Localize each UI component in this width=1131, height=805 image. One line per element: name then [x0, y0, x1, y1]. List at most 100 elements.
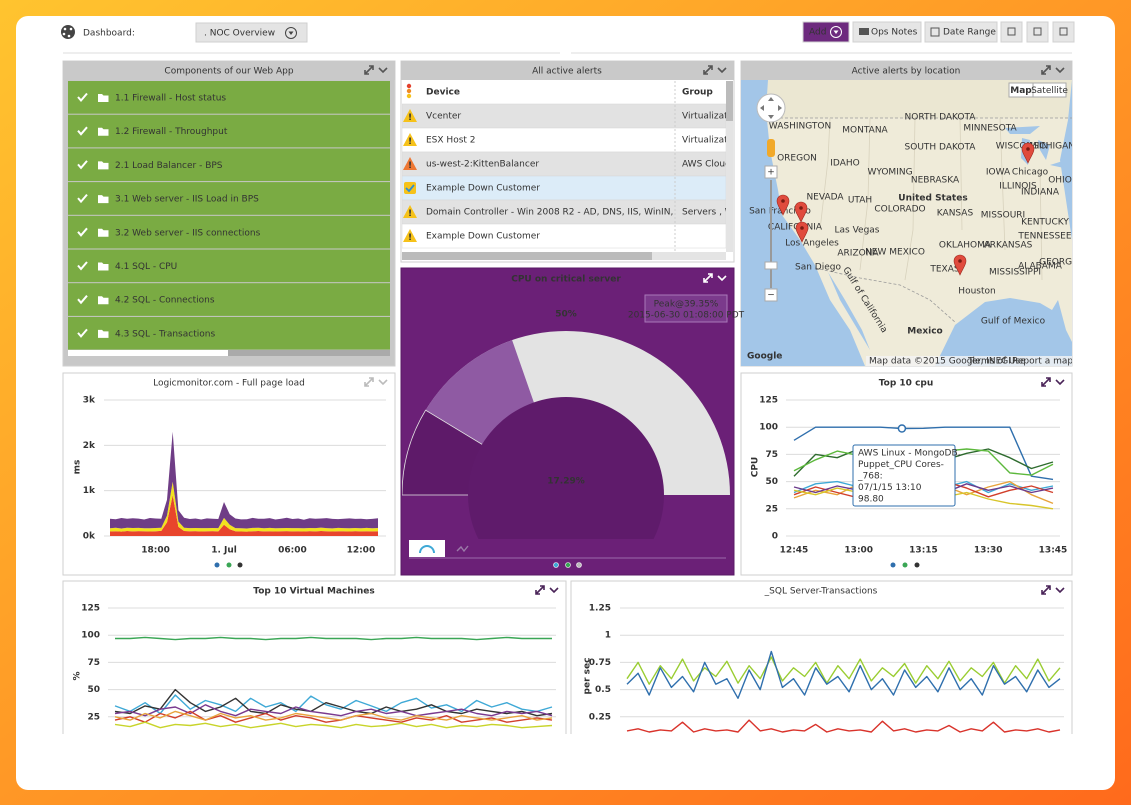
collapse-icon[interactable]	[1055, 379, 1065, 386]
x-tick-label: 12:45	[780, 546, 809, 556]
zoom-in[interactable]	[764, 165, 778, 179]
pin-dot	[799, 206, 803, 210]
page-dot[interactable]	[226, 562, 232, 568]
zoom-out[interactable]	[764, 288, 778, 302]
map-label: IOWA	[986, 168, 1011, 178]
panel-header	[401, 61, 734, 80]
component-row[interactable]	[68, 316, 390, 350]
warning-icon	[403, 133, 417, 146]
collapse-icon[interactable]	[1055, 67, 1065, 74]
component-row[interactable]	[68, 249, 390, 283]
column-header: Group	[682, 88, 713, 98]
icon-button[interactable]	[1026, 21, 1049, 43]
map-pin[interactable]	[953, 254, 967, 276]
page-dot[interactable]	[214, 562, 220, 568]
component-row[interactable]	[68, 215, 390, 249]
alert-row[interactable]	[402, 103, 726, 129]
collapse-icon[interactable]	[717, 275, 727, 282]
expand-icon[interactable]	[1041, 377, 1051, 387]
header-button[interactable]	[852, 21, 922, 43]
y-tick-label: 100	[759, 423, 778, 433]
line	[114, 694, 553, 715]
page-dot[interactable]	[890, 562, 896, 568]
component-label: 3.2 Web server - IIS connections	[115, 228, 261, 238]
scrollbar-thumb[interactable]	[726, 81, 733, 121]
header-button[interactable]	[924, 21, 998, 43]
component-row[interactable]	[68, 81, 390, 114]
map-type[interactable]	[1032, 82, 1067, 98]
y-tick-label: 100	[81, 631, 100, 641]
expand-icon[interactable]	[364, 65, 374, 75]
page-dot[interactable]	[237, 562, 243, 568]
collapse-icon[interactable]	[1055, 587, 1065, 594]
map-label: MONTANA	[842, 126, 888, 136]
alert-device: Vcenter	[426, 112, 461, 122]
component-row[interactable]	[68, 283, 390, 316]
map-label: Gulf of Mexico	[981, 317, 1046, 327]
collapse-icon[interactable]	[378, 379, 388, 386]
collapse-icon[interactable]	[378, 67, 388, 74]
line	[114, 688, 553, 717]
expand-icon[interactable]	[1041, 585, 1051, 595]
gauge-tab[interactable]	[409, 540, 445, 557]
component-row[interactable]	[68, 182, 390, 215]
collapse-icon[interactable]	[549, 587, 559, 594]
expand-icon[interactable]	[703, 273, 713, 283]
map-label: Los Angeles	[785, 239, 839, 249]
page-dot[interactable]	[902, 562, 908, 568]
warning-icon	[403, 229, 417, 242]
alert-row[interactable]	[402, 223, 726, 249]
y-tick-label: 0.25	[589, 712, 611, 722]
hover-point	[897, 424, 907, 433]
map-pan-control[interactable]	[756, 93, 786, 123]
chart: 25 50 75 100 125%	[73, 604, 556, 729]
alert-row[interactable]	[402, 175, 726, 201]
expand-icon[interactable]	[1041, 65, 1051, 75]
map-pin[interactable]	[794, 201, 808, 223]
icon-button[interactable]	[1000, 21, 1023, 43]
component-label: 4.2 SQL - Connections	[115, 296, 215, 306]
line	[793, 426, 1054, 481]
y-tick-label: 0	[772, 532, 778, 542]
zoom-thumb[interactable]	[764, 261, 778, 270]
panel	[62, 580, 567, 734]
component-row[interactable]	[68, 148, 390, 182]
x-tick-label: 06:00	[278, 546, 307, 556]
x-tick-label: 13:30	[974, 546, 1003, 556]
scrollbar-thumb[interactable]	[68, 350, 228, 356]
map-label: INDIANA	[1021, 188, 1060, 198]
component-label: 4.1 SQL - CPU	[115, 262, 177, 272]
collapse-icon[interactable]	[717, 67, 727, 74]
map-pin[interactable]	[1021, 142, 1035, 164]
button-label: Date Range	[943, 28, 996, 38]
page-dot[interactable]	[565, 562, 571, 568]
icon-button[interactable]	[1052, 21, 1075, 43]
map-pin[interactable]	[776, 194, 790, 216]
expand-icon[interactable]	[703, 65, 713, 75]
line	[626, 719, 1061, 733]
add-arrow-tip	[833, 30, 839, 34]
tooltip-line: Puppet_CPU Cores-	[858, 460, 944, 470]
map-pin[interactable]	[795, 221, 809, 243]
page-dot[interactable]	[576, 562, 582, 568]
line-tab-icon[interactable]	[456, 545, 469, 553]
page-dot[interactable]	[914, 562, 920, 568]
panel-header	[63, 61, 395, 80]
pegman[interactable]	[767, 139, 775, 157]
expand-icon[interactable]	[364, 377, 374, 387]
expand-icon[interactable]	[535, 585, 545, 595]
map-label: KANSAS	[937, 209, 974, 219]
x-tick-label: 1. Jul	[211, 546, 237, 556]
map-label: WASHINGTON	[769, 122, 831, 132]
component-row[interactable]	[68, 114, 390, 148]
page-dot[interactable]	[553, 562, 559, 568]
y-tick-label: 50	[765, 477, 778, 487]
tooltip-line: 07/1/15 13:10	[858, 483, 922, 493]
map-gulf-california	[828, 272, 870, 350]
scrollbar-track	[68, 350, 390, 356]
alert-row[interactable]	[402, 151, 726, 177]
dashboard-select[interactable]	[195, 22, 308, 43]
scrollbar-thumb[interactable]	[402, 252, 652, 260]
icon-glyph	[1059, 27, 1068, 36]
